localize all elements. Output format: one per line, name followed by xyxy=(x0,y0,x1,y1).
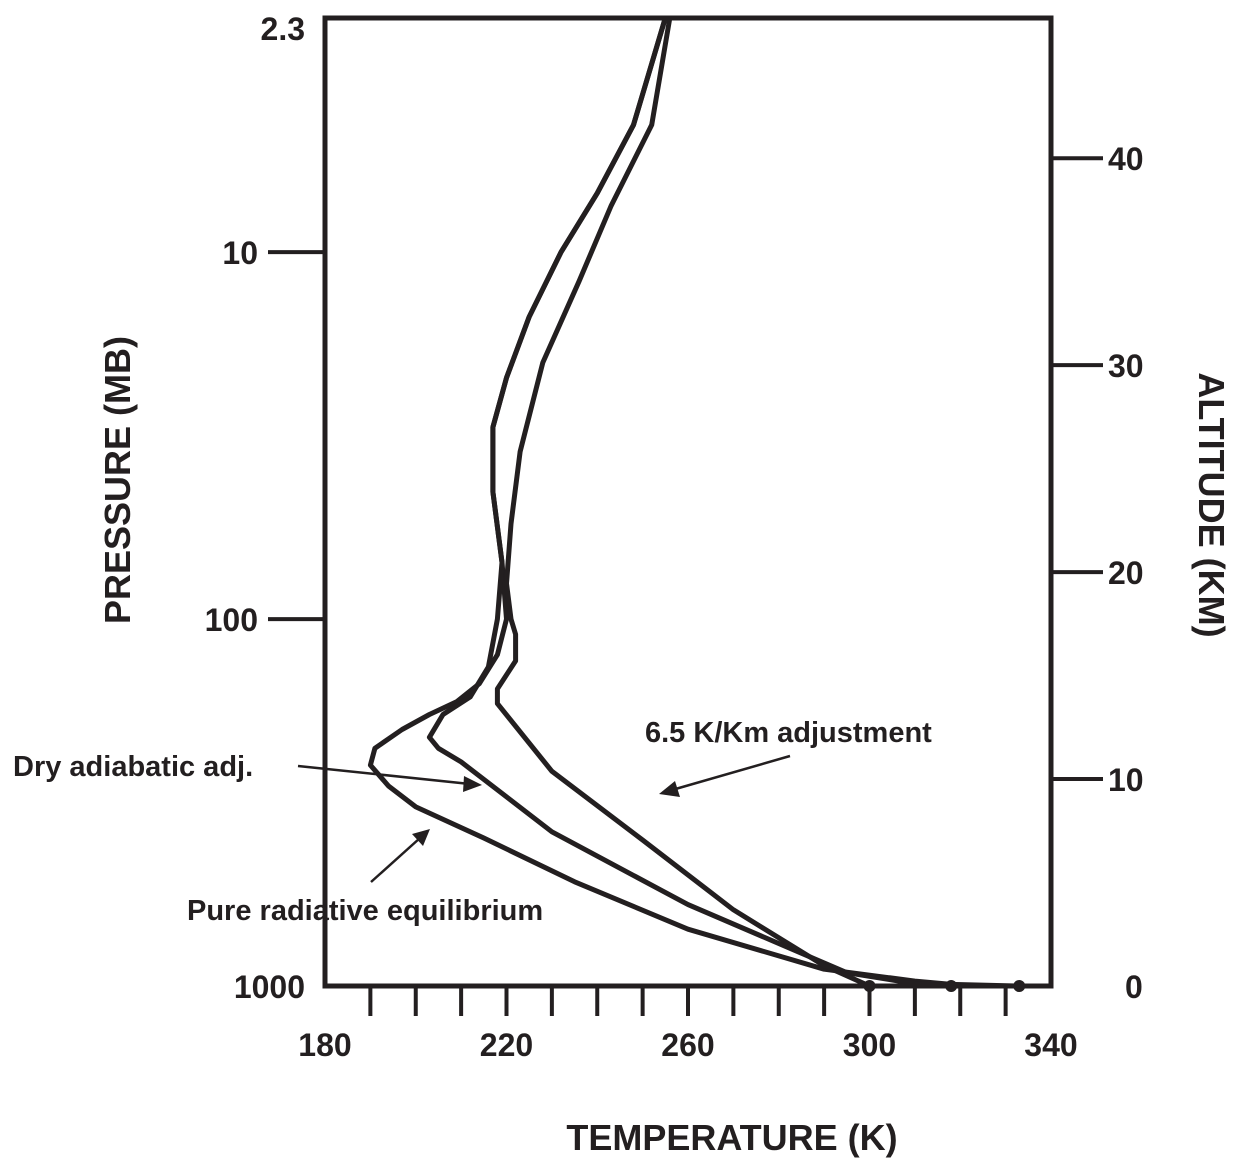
arrow-lapse-rate xyxy=(659,754,791,797)
x-tick-label: 300 xyxy=(843,1027,896,1063)
x-tick-label: 220 xyxy=(480,1027,533,1063)
y-axis-title-altitude: ALTITUDE (KM) xyxy=(1191,372,1232,637)
surface-points xyxy=(863,980,1026,992)
series-line-1 xyxy=(426,15,954,989)
y-altitude-tick-label: 30 xyxy=(1108,348,1144,384)
series-line-2 xyxy=(494,15,872,989)
y-pressure-tick-label: 2.3 xyxy=(261,11,305,47)
annotations: Dry adiabatic adj. Pure radiative equili… xyxy=(13,717,932,927)
arrow-dry-adiabatic xyxy=(297,764,482,792)
surface-point-0 xyxy=(1013,980,1026,992)
tick-labels: 180 220 260 300 340 2.3 10 100 1000 0 10 20 30 40 xyxy=(205,11,1144,1063)
axis-ticks xyxy=(268,156,1103,1016)
y-altitude-tick-label: 20 xyxy=(1108,555,1144,591)
surface-point-1 xyxy=(945,980,958,992)
series-lines xyxy=(367,15,1022,989)
y-altitude-tick-label: 0 xyxy=(1125,969,1143,1005)
y-pressure-tick-label: 100 xyxy=(205,602,258,638)
x-tick-label: 340 xyxy=(1024,1027,1077,1063)
plot-frame xyxy=(322,15,1054,989)
y-pressure-tick-label: 10 xyxy=(222,235,258,271)
series-line-0 xyxy=(367,15,1022,989)
y-altitude-tick-label: 10 xyxy=(1108,762,1144,798)
x-tick-label: 260 xyxy=(661,1027,714,1063)
annotation-lapse-rate: 6.5 K/Km adjustment xyxy=(645,717,932,749)
arrow-pure-radiative xyxy=(370,829,430,883)
annotation-dry-adiabatic: Dry adiabatic adj. xyxy=(13,751,253,783)
annotation-pure-radiative: Pure radiative equilibrium xyxy=(187,895,543,927)
y-pressure-tick-label: 1000 xyxy=(234,969,305,1005)
surface-point-2 xyxy=(863,980,876,992)
x-axis-title: TEMPERATURE (K) xyxy=(566,1117,897,1158)
x-tick-label: 180 xyxy=(298,1027,351,1063)
y-axis-title-pressure: PRESSURE (MB) xyxy=(97,336,138,624)
y-altitude-tick-label: 40 xyxy=(1108,141,1144,177)
